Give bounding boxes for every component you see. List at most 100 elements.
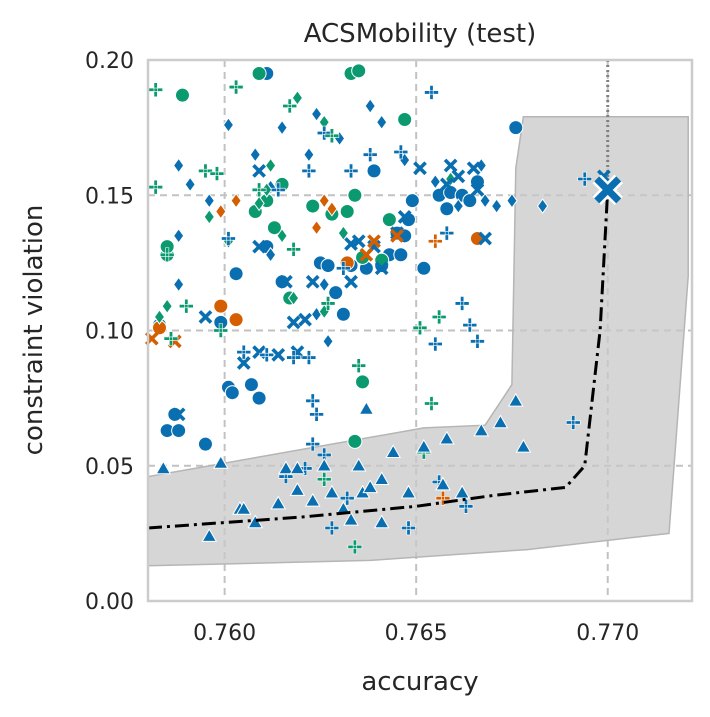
point-x-stroke bbox=[279, 274, 293, 289]
point-circle bbox=[224, 385, 240, 401]
point-x bbox=[470, 182, 485, 197]
point-x-stroke bbox=[286, 315, 301, 330]
point-plus bbox=[305, 393, 321, 409]
point-x bbox=[252, 239, 266, 254]
point-x-stroke bbox=[198, 310, 213, 324]
point-triangle bbox=[343, 511, 359, 526]
point-diamond bbox=[249, 146, 261, 163]
point-plus bbox=[282, 98, 298, 114]
point-plus bbox=[351, 358, 367, 373]
y-tick-label: 0.00 bbox=[85, 590, 134, 615]
point-x-stroke bbox=[390, 228, 404, 243]
point-circle bbox=[197, 436, 213, 452]
point-diamond bbox=[172, 157, 185, 174]
point-diamond bbox=[337, 225, 350, 241]
point-x-stroke bbox=[298, 312, 312, 327]
point-plus bbox=[401, 520, 416, 536]
point-circle bbox=[171, 423, 187, 439]
point-diamond bbox=[318, 276, 330, 293]
point-plus bbox=[428, 233, 443, 249]
point-circle bbox=[381, 212, 397, 228]
frontier-line bbox=[147, 189, 610, 530]
point-plus bbox=[470, 334, 485, 349]
point-x bbox=[171, 407, 186, 422]
point-plus bbox=[221, 231, 236, 246]
point-circle bbox=[251, 66, 267, 82]
point-diamond bbox=[322, 333, 334, 350]
point-x bbox=[439, 177, 454, 192]
point-plus bbox=[454, 296, 470, 311]
point-plus bbox=[228, 79, 244, 95]
point-triangle bbox=[289, 482, 306, 496]
point-triangle bbox=[385, 444, 402, 458]
y-tick-label: 0.15 bbox=[85, 184, 134, 209]
x-tick-labels: 0.760 0.765 0.770 bbox=[193, 621, 639, 646]
point-triangle bbox=[435, 476, 451, 491]
point-diamond bbox=[253, 195, 265, 212]
point-diamond bbox=[222, 117, 235, 133]
point-diamond bbox=[536, 198, 549, 214]
point-circle bbox=[351, 63, 367, 79]
point-diamond bbox=[429, 173, 441, 190]
point-diamond bbox=[318, 192, 330, 209]
x-tick-label: 0.765 bbox=[385, 621, 448, 646]
point-circle bbox=[347, 187, 363, 203]
point-diamond bbox=[376, 114, 388, 131]
point-x bbox=[271, 347, 286, 362]
point-circle bbox=[305, 198, 321, 214]
point-x-stroke bbox=[351, 234, 366, 249]
point-plus bbox=[462, 317, 478, 333]
point-circle bbox=[339, 203, 355, 219]
point-diamond bbox=[310, 219, 323, 236]
point-plus bbox=[324, 520, 340, 536]
point-plus bbox=[213, 323, 229, 338]
point-circle bbox=[439, 201, 455, 217]
point-plus bbox=[577, 171, 593, 187]
point-triangle bbox=[373, 471, 390, 486]
point-diamond bbox=[287, 290, 300, 306]
point-circle bbox=[328, 285, 344, 301]
point-x bbox=[397, 210, 412, 224]
point-circle bbox=[335, 306, 351, 322]
x-axis-label: accuracy bbox=[361, 667, 478, 697]
point-diamond bbox=[291, 90, 304, 106]
point-triangle bbox=[247, 514, 264, 529]
point-circle bbox=[366, 163, 382, 179]
point-plus bbox=[159, 247, 175, 263]
highlight-marker bbox=[592, 174, 623, 206]
point-diamond bbox=[261, 181, 273, 198]
point-x bbox=[413, 161, 427, 176]
point-x-stroke bbox=[439, 177, 454, 192]
point-triangle bbox=[454, 484, 471, 499]
point-diamond bbox=[452, 198, 464, 214]
point-plus bbox=[424, 396, 439, 411]
point-triangle bbox=[304, 492, 321, 507]
point-diamond bbox=[153, 309, 166, 325]
point-x bbox=[344, 274, 358, 289]
point-diamond bbox=[203, 209, 215, 225]
point-x-stroke bbox=[367, 234, 381, 249]
point-circle bbox=[508, 120, 524, 136]
point-circle bbox=[393, 247, 409, 263]
point-plus bbox=[236, 344, 252, 360]
point-triangle bbox=[235, 501, 252, 515]
point-circle bbox=[228, 266, 244, 282]
point-diamond bbox=[264, 246, 277, 263]
point-x-stroke bbox=[359, 247, 374, 262]
point-triangle bbox=[373, 514, 390, 529]
point-plus bbox=[179, 298, 194, 314]
point-triangle bbox=[350, 457, 367, 472]
point-diamond bbox=[303, 146, 315, 163]
point-plus bbox=[339, 490, 355, 506]
point-x-stroke bbox=[451, 169, 466, 184]
point-diamond bbox=[326, 200, 338, 217]
point-triangle bbox=[212, 455, 229, 469]
point-plus bbox=[324, 128, 340, 144]
point-x-stroke bbox=[271, 347, 286, 362]
point-x-stroke bbox=[478, 231, 492, 246]
point-diamond bbox=[479, 192, 491, 209]
point-x-stroke bbox=[443, 158, 458, 173]
point-plus bbox=[393, 144, 409, 160]
point-plus bbox=[435, 490, 451, 506]
